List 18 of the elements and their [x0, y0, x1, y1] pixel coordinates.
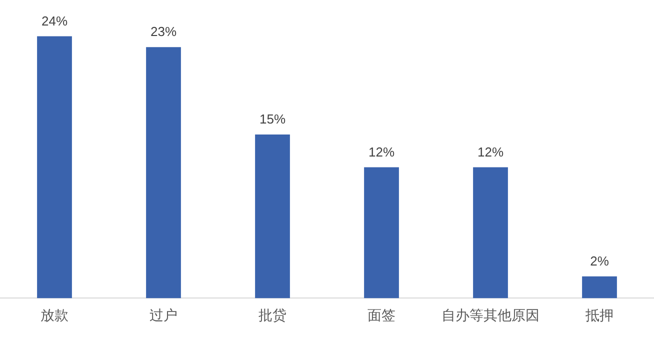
data-label: 15%: [259, 112, 286, 127]
data-label: 12%: [477, 144, 504, 160]
data-label: 12%: [368, 144, 395, 160]
x-tick-label: 自办等其他原因: [442, 308, 540, 324]
data-label: 23%: [150, 24, 177, 40]
x-tick-label: 批贷: [258, 308, 286, 324]
bar: [146, 47, 181, 298]
bar: [364, 167, 399, 298]
bar: [37, 36, 72, 298]
x-tick-label: 过户: [150, 308, 178, 324]
bar: [255, 134, 290, 298]
bar: [473, 167, 508, 298]
bar: [582, 276, 617, 298]
x-tick-label: 面签: [368, 308, 396, 324]
x-tick-label: 放款: [40, 308, 68, 324]
data-label: 24%: [41, 13, 68, 28]
data-label: 2%: [590, 253, 610, 268]
x-tick-label: 抵押: [584, 308, 614, 324]
